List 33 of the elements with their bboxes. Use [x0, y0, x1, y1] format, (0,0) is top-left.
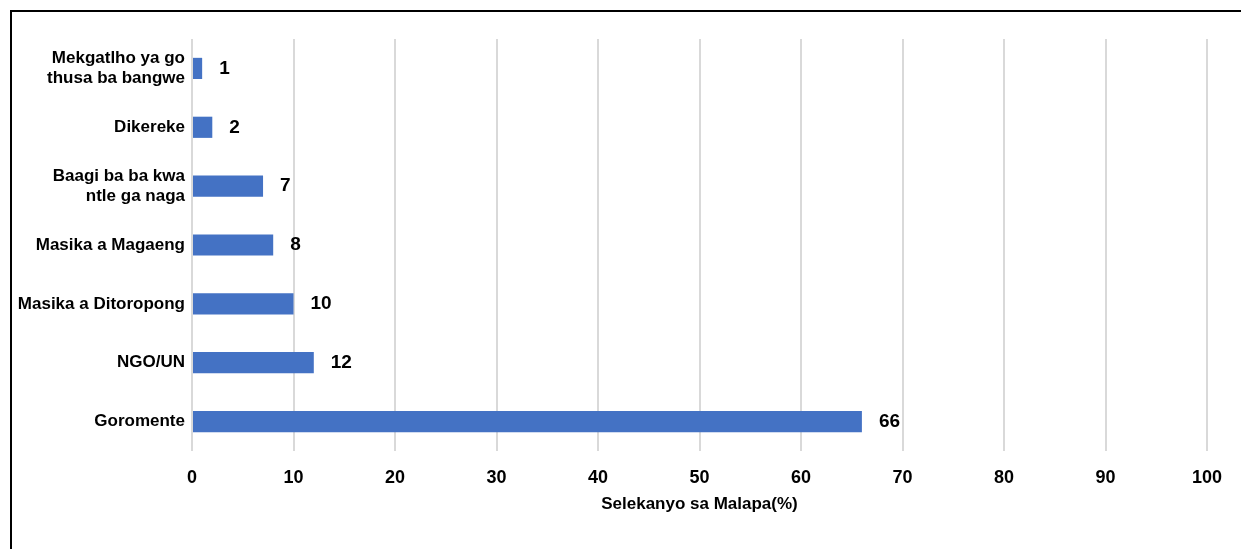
bar — [193, 116, 213, 138]
x-tick-label: 90 — [1095, 466, 1116, 487]
y-tick-label: Goromente — [94, 411, 185, 431]
y-tick-label: Dikereke — [114, 116, 185, 136]
data-label: 66 — [878, 409, 901, 431]
x-tick-label: 70 — [892, 466, 913, 487]
data-label: 7 — [280, 174, 291, 196]
x-tick-label: 0 — [186, 466, 198, 487]
data-label: 1 — [219, 56, 231, 78]
x-tick-label: 30 — [486, 466, 507, 487]
bar — [193, 410, 862, 433]
data-label: 10 — [310, 292, 332, 314]
bar — [193, 352, 314, 374]
y-tick-label: Masika a Magaeng — [35, 234, 185, 254]
x-tick-label: 50 — [689, 466, 710, 487]
bar — [193, 57, 203, 80]
bar — [193, 175, 264, 197]
bar — [193, 234, 274, 256]
data-label: 8 — [290, 233, 301, 255]
x-tick-label: 40 — [587, 466, 609, 487]
y-tick-label: Mekgatlho ya go thusa ba bangwe — [47, 47, 185, 88]
x-tick-label: 60 — [790, 466, 812, 487]
x-tick-label: 100 — [1191, 466, 1223, 487]
x-tick-label: 80 — [993, 466, 1015, 487]
y-tick-label: NGO/UN — [117, 352, 185, 372]
x-tick-label: 20 — [384, 466, 406, 487]
bar — [193, 293, 294, 315]
x-axis-title: Selekanyo sa Malapa(%) — [601, 494, 798, 514]
x-tick-label: 10 — [283, 466, 304, 487]
data-label: 12 — [330, 350, 352, 372]
data-label: 2 — [229, 115, 240, 137]
y-tick-label: Masika a Ditoropong — [17, 293, 185, 313]
y-tick-label: Baagi ba ba kwa ntle ga naga — [52, 165, 186, 206]
